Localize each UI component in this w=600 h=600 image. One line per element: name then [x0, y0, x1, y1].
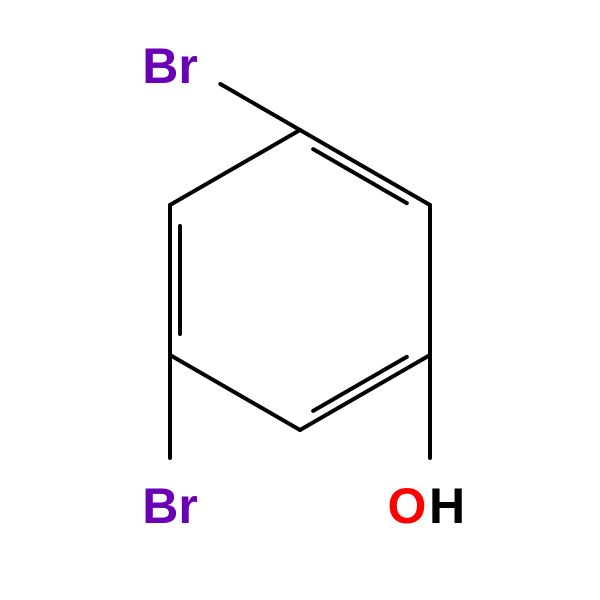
- bromine-top-label: Br: [142, 37, 198, 95]
- molecule-diagram: [0, 0, 600, 600]
- hydroxyl-hydrogen-label: H: [429, 477, 465, 535]
- hydroxyl-oxygen-label: O: [388, 477, 427, 535]
- bromine-bottom-label: Br: [142, 477, 198, 535]
